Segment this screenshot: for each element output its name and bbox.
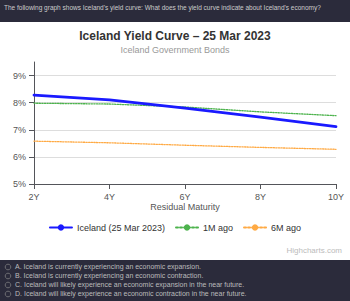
svg-text:6Y: 6Y bbox=[179, 192, 190, 202]
svg-text:8%: 8% bbox=[13, 98, 26, 108]
svg-text:6M ago: 6M ago bbox=[271, 223, 301, 233]
svg-text:Iceland Government Bonds: Iceland Government Bonds bbox=[120, 45, 230, 55]
svg-text:6%: 6% bbox=[13, 152, 26, 162]
svg-text:9%: 9% bbox=[13, 71, 26, 81]
svg-text:2Y: 2Y bbox=[28, 192, 39, 202]
svg-text:Iceland Yield Curve – 25 Mar 2: Iceland Yield Curve – 25 Mar 2023 bbox=[79, 29, 271, 43]
svg-text:B. Iceland is currently experi: B. Iceland is currently experiencing an … bbox=[15, 272, 203, 280]
svg-text:The following graph shows Icel: The following graph shows Iceland's yiel… bbox=[4, 4, 321, 12]
svg-text:4Y: 4Y bbox=[104, 192, 115, 202]
svg-text:C. Iceland will likely experie: C. Iceland will likely experience an eco… bbox=[15, 281, 244, 289]
svg-text:Residual Maturity: Residual Maturity bbox=[150, 202, 220, 212]
svg-text:A. Iceland is currently experi: A. Iceland is currently experiencing an … bbox=[15, 263, 201, 271]
svg-text:Iceland (25 Mar 2023): Iceland (25 Mar 2023) bbox=[77, 223, 165, 233]
svg-text:D. Iceland will likely experie: D. Iceland will likely experience an eco… bbox=[15, 290, 247, 298]
svg-text:5%: 5% bbox=[13, 179, 26, 189]
svg-text:8Y: 8Y bbox=[255, 192, 266, 202]
svg-text:1M ago: 1M ago bbox=[203, 223, 233, 233]
svg-text:Highcharts.com: Highcharts.com bbox=[286, 246, 342, 255]
svg-text:10Y: 10Y bbox=[328, 192, 344, 202]
svg-text:7%: 7% bbox=[13, 125, 26, 135]
